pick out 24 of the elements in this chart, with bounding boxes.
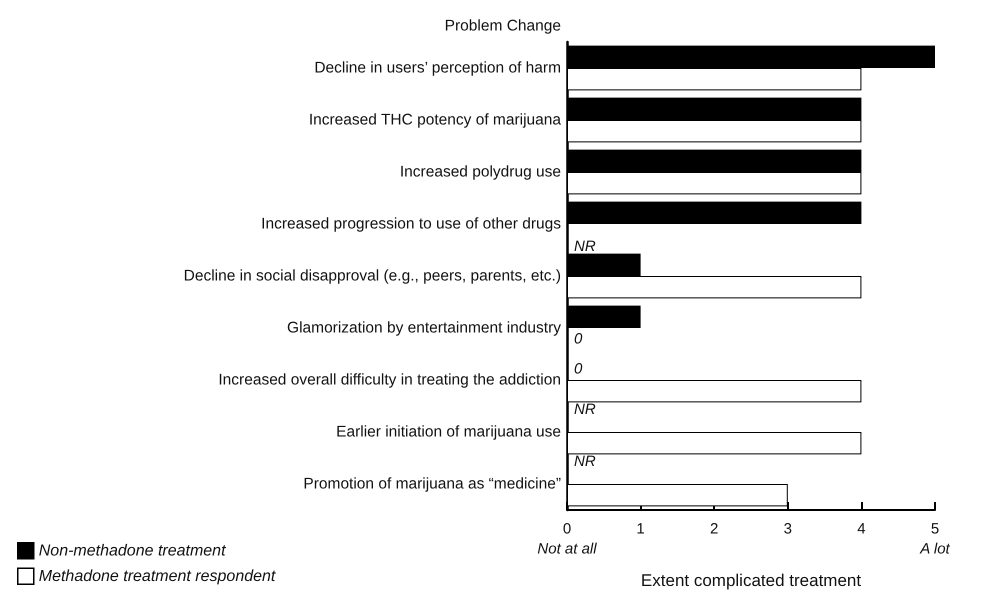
x-tick-label: 4 (857, 520, 866, 538)
legend-label: Methadone treatment respondent (38, 568, 276, 585)
y-tick-label: Increased THC potency of marijuana (308, 112, 562, 128)
data-label: 0 (574, 330, 583, 348)
text: NR (574, 452, 596, 470)
text: NR (574, 400, 596, 418)
data-label: 0 (574, 360, 583, 378)
y-tick-label: Glamorization by entertainment industry (287, 320, 562, 336)
y-tick-label: Earlier initiation of marijuana use (336, 424, 561, 440)
y-tick-label: Decline in social disapproval (e.g., peers, parents, etc.) (184, 268, 561, 284)
y-tick-label: Decline in users’ perception of harm (314, 60, 561, 76)
x-axis-title: Extent complicated treatment (640, 571, 862, 590)
y-tick-label: Promotion of marijuana as “medicine” (303, 476, 561, 492)
y-tick-label: Increased overall difficulty in treating the addiction (218, 372, 561, 388)
y-axis-title: Problem Change (444, 18, 561, 34)
x-tick-label: 3 (784, 520, 792, 538)
x-tick-label: 0 Not at all (537, 520, 598, 558)
y-tick-label: Increased polydrug use (400, 164, 561, 180)
x-tick-label: 5 A lot (919, 520, 951, 558)
x-tick-label: 2 (710, 520, 718, 538)
text: NR (574, 238, 596, 256)
legend-label: Non-methadone treatment (38, 542, 226, 560)
x-tick-label: 1 (636, 520, 645, 538)
y-tick-label: Increased progression to use of other drugs (261, 216, 562, 232)
